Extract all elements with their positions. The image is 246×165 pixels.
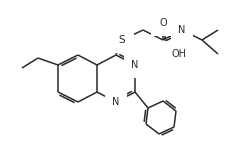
Text: N: N: [112, 97, 120, 107]
Text: O: O: [159, 18, 167, 28]
Text: N: N: [131, 60, 139, 70]
Text: OH: OH: [171, 49, 186, 59]
Text: N: N: [178, 25, 186, 35]
Text: S: S: [119, 35, 125, 45]
